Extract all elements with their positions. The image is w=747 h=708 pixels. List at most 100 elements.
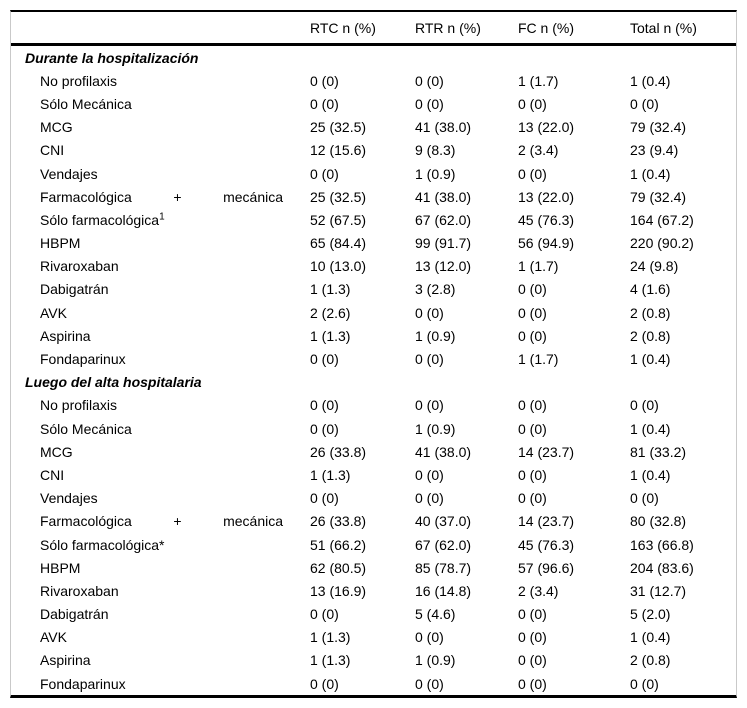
footnote-marker: 1 xyxy=(159,211,165,223)
cell-value: 0 (0) xyxy=(630,95,659,112)
cell-value: 1 (1.3) xyxy=(310,629,351,646)
row-label: Dabigatrán xyxy=(40,606,109,623)
cell-value: 0 (0) xyxy=(415,304,444,321)
row-label: Rivaroxaban xyxy=(40,582,119,599)
cell-value: 31 (12.7) xyxy=(630,582,687,599)
cell-value: 26 (33.8) xyxy=(310,513,367,530)
cell-value: 2 (0.8) xyxy=(630,652,671,669)
row-label: Farmacológica + mecánica xyxy=(11,189,310,205)
cell-value: 45 (76.3) xyxy=(518,211,575,228)
cell-value: 4 (1.6) xyxy=(630,281,671,298)
cell-value: 79 (32.4) xyxy=(630,119,687,136)
cell-value: 1 (1.7) xyxy=(518,351,559,368)
row-label: Aspirina xyxy=(40,327,91,344)
cell-value: 79 (32.4) xyxy=(630,188,687,205)
row-label: CNI xyxy=(40,466,65,483)
table-row: Sólo Mecánica 0 (0) 0 (0) 0 (0) 0 (0) xyxy=(11,92,736,115)
cell-value: 14 (23.7) xyxy=(518,443,575,460)
cell-value: 2 (0.8) xyxy=(630,327,671,344)
row-label: No profilaxis xyxy=(40,397,118,414)
table-row: Dabigatrán 1 (1.3) 3 (2.8) 0 (0) 4 (1.6) xyxy=(11,278,736,301)
row-label-justified: Farmacológica + mecánica xyxy=(40,513,283,529)
row-label: Sólo farmacológica1 xyxy=(40,211,165,228)
row-label: AVK xyxy=(40,304,67,321)
cell-value: 14 (23.7) xyxy=(518,513,575,530)
cell-value: 45 (76.3) xyxy=(518,536,575,553)
cell-value: 52 (67.5) xyxy=(310,211,367,228)
cell-value: 204 (83.6) xyxy=(630,559,694,576)
cell-value: 0 (0) xyxy=(518,165,547,182)
cell-value: 1 (1.3) xyxy=(310,652,351,669)
cell-value: 9 (8.3) xyxy=(415,142,456,159)
cell-value: 0 (0) xyxy=(310,420,339,437)
cell-value: 41 (38.0) xyxy=(415,443,472,460)
row-label: Dabigatrán xyxy=(40,281,109,298)
row-label-part: mecánica xyxy=(223,513,283,530)
cell-value: 24 (9.8) xyxy=(630,258,679,275)
cell-value: 1 (0.4) xyxy=(630,351,671,368)
row-label: Vendajes xyxy=(40,165,98,182)
cell-value: 5 (2.0) xyxy=(630,606,671,623)
cell-value: 13 (22.0) xyxy=(518,188,575,205)
cell-value: 0 (0) xyxy=(630,675,659,692)
row-label: AVK xyxy=(40,629,67,646)
row-label: Aspirina xyxy=(40,652,91,669)
cell-value: 1 (0.4) xyxy=(630,466,671,483)
cell-value: 0 (0) xyxy=(310,675,339,692)
cell-value: 56 (94.9) xyxy=(518,235,575,252)
cell-value: 13 (12.0) xyxy=(415,258,472,275)
table-row: HBPM 62 (80.5) 85 (78.7) 57 (96.6) 204 (83.6… xyxy=(11,556,736,579)
table-row: AVK 2 (2.6) 0 (0) 0 (0) 2 (0.8) xyxy=(11,301,736,324)
cell-value: 0 (0) xyxy=(518,304,547,321)
table-row: Fondaparinux 0 (0) 0 (0) 0 (0) 0 (0) xyxy=(11,672,736,695)
cell-value: 0 (0) xyxy=(518,652,547,669)
cell-value: 16 (14.8) xyxy=(415,582,472,599)
cell-value: 1 (1.7) xyxy=(518,258,559,275)
cell-value: 0 (0) xyxy=(518,675,547,692)
cell-value: 1 (1.3) xyxy=(310,281,351,298)
cell-value: 0 (0) xyxy=(630,490,659,507)
cell-value: 5 (4.6) xyxy=(415,606,456,623)
cell-value: 0 (0) xyxy=(415,675,444,692)
cell-value: 51 (66.2) xyxy=(310,536,367,553)
cell-value: 0 (0) xyxy=(518,606,547,623)
cell-value: 1 (0.9) xyxy=(415,165,456,182)
cell-value: 0 (0) xyxy=(518,490,547,507)
column-header-rtr: RTR n (%) xyxy=(415,19,481,36)
row-label-part: Farmacológica xyxy=(40,513,132,530)
cell-value: 0 (0) xyxy=(310,397,339,414)
table-row: Aspirina 1 (1.3) 1 (0.9) 0 (0) 2 (0.8) xyxy=(11,649,736,672)
row-label-justified: Farmacológica + mecánica xyxy=(40,189,283,205)
row-label: No profilaxis xyxy=(40,72,118,89)
row-label: HBPM xyxy=(40,235,81,252)
table-row: Dabigatrán 0 (0) 5 (4.6) 0 (0) 5 (2.0) xyxy=(11,603,736,626)
table-row: Fondaparinux 0 (0) 0 (0) 1 (1.7) 1 (0.4) xyxy=(11,347,736,370)
cell-value: 67 (62.0) xyxy=(415,536,472,553)
cell-value: 25 (32.5) xyxy=(310,188,367,205)
cell-value: 1 (0.9) xyxy=(415,420,456,437)
cell-value: 1 (0.4) xyxy=(630,165,671,182)
row-label: Rivaroxaban xyxy=(40,258,119,275)
table-row: Sólo farmacológica* 51 (66.2) 67 (62.0) 45 … xyxy=(11,533,736,556)
cell-value: 0 (0) xyxy=(310,490,339,507)
row-label-part: Farmacológica xyxy=(40,188,132,205)
cell-value: 0 (0) xyxy=(518,420,547,437)
row-label: HBPM xyxy=(40,559,81,576)
cell-value: 0 (0) xyxy=(415,351,444,368)
cell-value: 40 (37.0) xyxy=(415,513,472,530)
row-label-part: + xyxy=(173,513,182,530)
table-row: Sólo Mecánica 0 (0) 1 (0.9) 0 (0) 1 (0.4) xyxy=(11,417,736,440)
cell-value: 41 (38.0) xyxy=(415,119,472,136)
cell-value: 0 (0) xyxy=(415,95,444,112)
cell-value: 10 (13.0) xyxy=(310,258,367,275)
cell-value: 0 (0) xyxy=(310,72,339,89)
table-row: Farmacológica + mecánica 26 (33.8) 40 (37.0)… xyxy=(11,510,736,533)
row-label: Sólo Mecánica xyxy=(40,95,132,112)
cell-value: 3 (2.8) xyxy=(415,281,456,298)
column-header-total: Total n (%) xyxy=(630,19,697,36)
table-row: HBPM 65 (84.4) 99 (91.7) 56 (94.9) 220 (90.2… xyxy=(11,232,736,255)
table-row: No profilaxis 0 (0) 0 (0) 0 (0) 0 (0) xyxy=(11,394,736,417)
cell-value: 2 (3.4) xyxy=(518,582,559,599)
cell-value: 0 (0) xyxy=(310,95,339,112)
cell-value: 0 (0) xyxy=(310,606,339,623)
